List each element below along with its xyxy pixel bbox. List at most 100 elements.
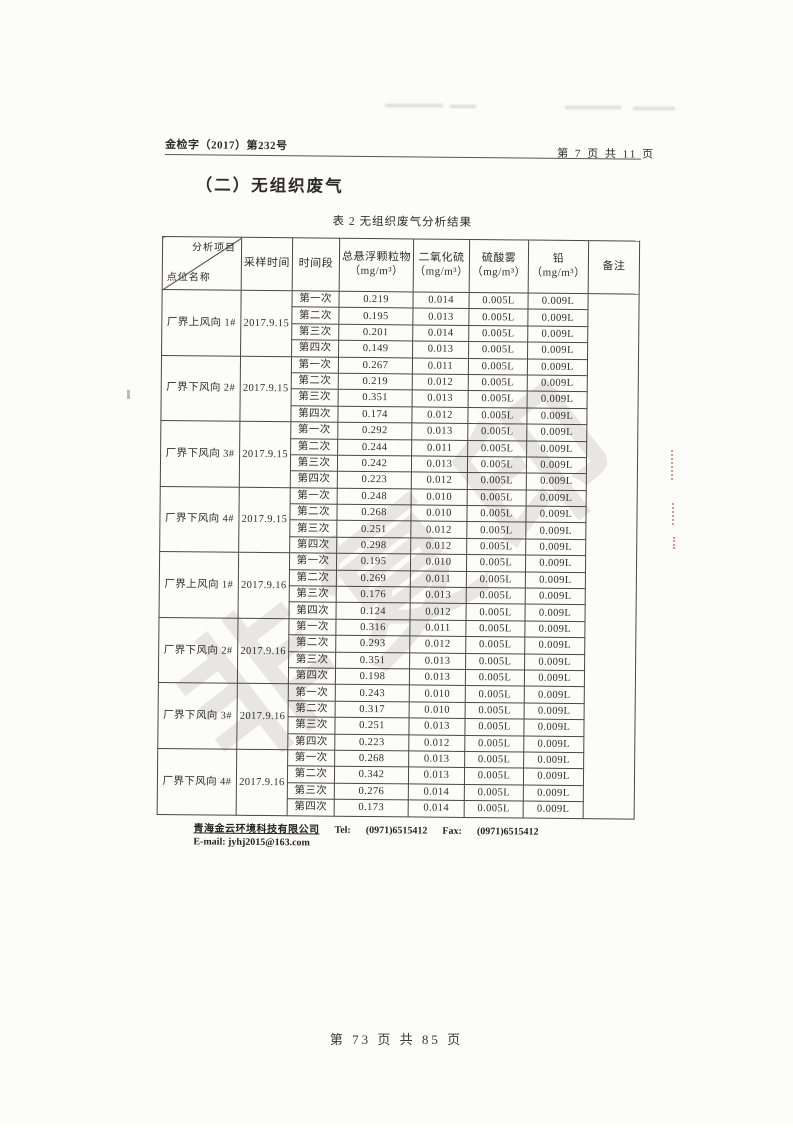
period-cell: 第一次 [287, 749, 335, 767]
tsp-value-cell: 0.195 [336, 553, 411, 571]
lead-value-cell: 0.009L [523, 768, 584, 786]
sulfuric-acid-mist-value-cell: 0.005L [465, 653, 525, 671]
so2-value-cell: 0.010 [411, 488, 468, 506]
period-cell: 第三次 [288, 651, 336, 669]
so2-value-cell: 0.011 [411, 439, 468, 457]
lead-value-cell: 0.009L [526, 424, 587, 442]
so2-value-cell: 0.012 [410, 521, 467, 539]
sulfuric-acid-mist-value-cell: 0.005L [468, 292, 529, 310]
so2-value-cell: 0.013 [408, 750, 465, 768]
sulfuric-acid-mist-value-cell: 0.005L [466, 571, 526, 589]
lead-value-cell: 0.009L [523, 735, 584, 753]
period-cell: 第一次 [290, 487, 338, 505]
period-cell: 第一次 [290, 421, 338, 439]
fax-number: (0971)6515412 [476, 826, 539, 838]
so2-value-cell: 0.013 [411, 423, 468, 440]
sulfuric-acid-mist-value-cell: 0.005L [467, 489, 527, 507]
so2-value-cell: 0.014 [412, 291, 470, 309]
so2-value-cell: 0.010 [409, 701, 466, 719]
column-header-remark: 备注 [588, 240, 640, 295]
margin-mark [127, 390, 130, 399]
period-cell: 第二次 [291, 372, 339, 390]
tsp-value-cell: 0.219 [338, 373, 413, 391]
so2-value-cell: 0.013 [410, 586, 467, 604]
tsp-value-cell: 0.244 [337, 438, 412, 456]
sulfuric-acid-mist-value-cell: 0.005L [466, 521, 526, 539]
diagonal-header-bottom: 点位名称 [166, 271, 211, 283]
sulfuric-acid-mist-value-cell: 0.005L [465, 603, 526, 621]
page-indicator: 第 7 页 共 11 页 [557, 147, 656, 161]
period-cell: 第二次 [291, 307, 339, 325]
tsp-value-cell: 0.219 [338, 291, 414, 309]
tsp-value-cell: 0.223 [337, 471, 412, 489]
period-cell: 第一次 [291, 356, 339, 374]
lead-value-cell: 0.009L [524, 653, 585, 671]
lead-value-cell: 0.009L [527, 374, 588, 392]
period-cell: 第一次 [291, 290, 340, 308]
so2-value-cell: 0.013 [412, 390, 469, 408]
date-cell: 2017.9.15 [240, 290, 293, 357]
lead-value-cell: 0.009L [525, 555, 586, 573]
period-cell: 第四次 [287, 733, 335, 751]
section-title: （二）无组织废气 [195, 175, 344, 196]
so2-value-cell: 0.012 [411, 472, 468, 490]
tsp-value-cell: 0.269 [336, 569, 411, 587]
tsp-value-cell: 0.293 [335, 635, 410, 653]
period-cell: 第二次 [289, 569, 337, 587]
document-number: 金检字（2017）第232号 [164, 139, 288, 153]
so2-value-cell: 0.012 [408, 734, 465, 752]
lead-value-cell: 0.009L [527, 358, 588, 376]
so2-value-cell: 0.013 [411, 455, 468, 473]
lead-value-cell: 0.009L [524, 604, 586, 622]
so2-value-cell: 0.013 [412, 341, 469, 359]
so2-value-cell: 0.013 [408, 718, 466, 736]
so2-value-cell: 0.011 [409, 619, 466, 637]
period-cell: 第三次 [291, 389, 339, 406]
location-cell: 厂界上风向 1# [161, 289, 242, 356]
tsp-value-cell: 0.342 [334, 766, 409, 784]
lead-value-cell: 0.009L [524, 637, 585, 655]
tsp-value-cell: 0.351 [335, 651, 410, 669]
diagonal-header-cell: 分析项目 点位名称 [162, 236, 242, 291]
tsp-value-cell: 0.351 [338, 389, 413, 407]
date-cell: 2017.9.16 [238, 552, 290, 619]
sulfuric-acid-mist-value-cell: 0.005L [467, 423, 527, 441]
tsp-value-cell: 0.298 [336, 537, 411, 555]
document-header: 金检字（2017）第232号 第 7 页 共 11 页 [164, 136, 655, 161]
sulfuric-acid-mist-value-cell: 0.005L [464, 800, 524, 818]
tsp-value-cell: 0.195 [338, 307, 413, 325]
lead-value-cell: 0.009L [525, 588, 586, 606]
sulfuric-acid-mist-value-cell: 0.005L [464, 735, 524, 752]
lead-value-cell: 0.009L [523, 784, 584, 802]
column-header-sulfuric-acid-mist: 硫酸雾（mg/m³） [469, 239, 529, 294]
column-header-sampling-time: 采样时间 [241, 237, 293, 291]
period-cell: 第一次 [288, 684, 336, 701]
sulfuric-acid-mist-value-cell: 0.005L [468, 308, 528, 326]
period-cell: 第二次 [288, 700, 336, 718]
period-cell: 第二次 [288, 634, 336, 652]
page-number-footer: 第 73 页 共 85 页 [329, 1032, 464, 1047]
period-cell: 第三次 [287, 716, 336, 734]
period-cell: 第四次 [290, 405, 339, 423]
sulfuric-acid-mist-value-cell: 0.005L [468, 390, 528, 408]
so2-value-cell: 0.013 [409, 668, 466, 686]
date-cell: 2017.9.16 [236, 683, 289, 750]
location-cell: 厂界上风向 1# [159, 551, 239, 619]
date-cell: 2017.9.16 [237, 618, 290, 685]
sulfuric-acid-mist-value-cell: 0.005L [467, 407, 528, 425]
period-cell: 第三次 [290, 454, 338, 472]
email-line: E-mail: jyhj2015@163.com [193, 836, 310, 849]
so2-value-cell: 0.011 [410, 570, 467, 588]
lead-value-cell: 0.009L [525, 522, 586, 540]
so2-value-cell: 0.014 [408, 783, 465, 801]
period-cell: 第四次 [290, 471, 338, 488]
sulfuric-acid-mist-value-cell: 0.005L [468, 358, 528, 375]
period-cell: 第三次 [289, 520, 337, 538]
fax-label: Fax: [442, 825, 462, 837]
sulfuric-acid-mist-value-cell: 0.005L [465, 702, 525, 720]
location-cell: 厂界下风向 2# [160, 355, 241, 422]
lead-value-cell: 0.009L [523, 801, 584, 819]
location-cell: 厂界下风向 4# [157, 748, 237, 815]
period-cell: 第三次 [287, 782, 335, 800]
tsp-value-cell: 0.124 [336, 602, 411, 620]
